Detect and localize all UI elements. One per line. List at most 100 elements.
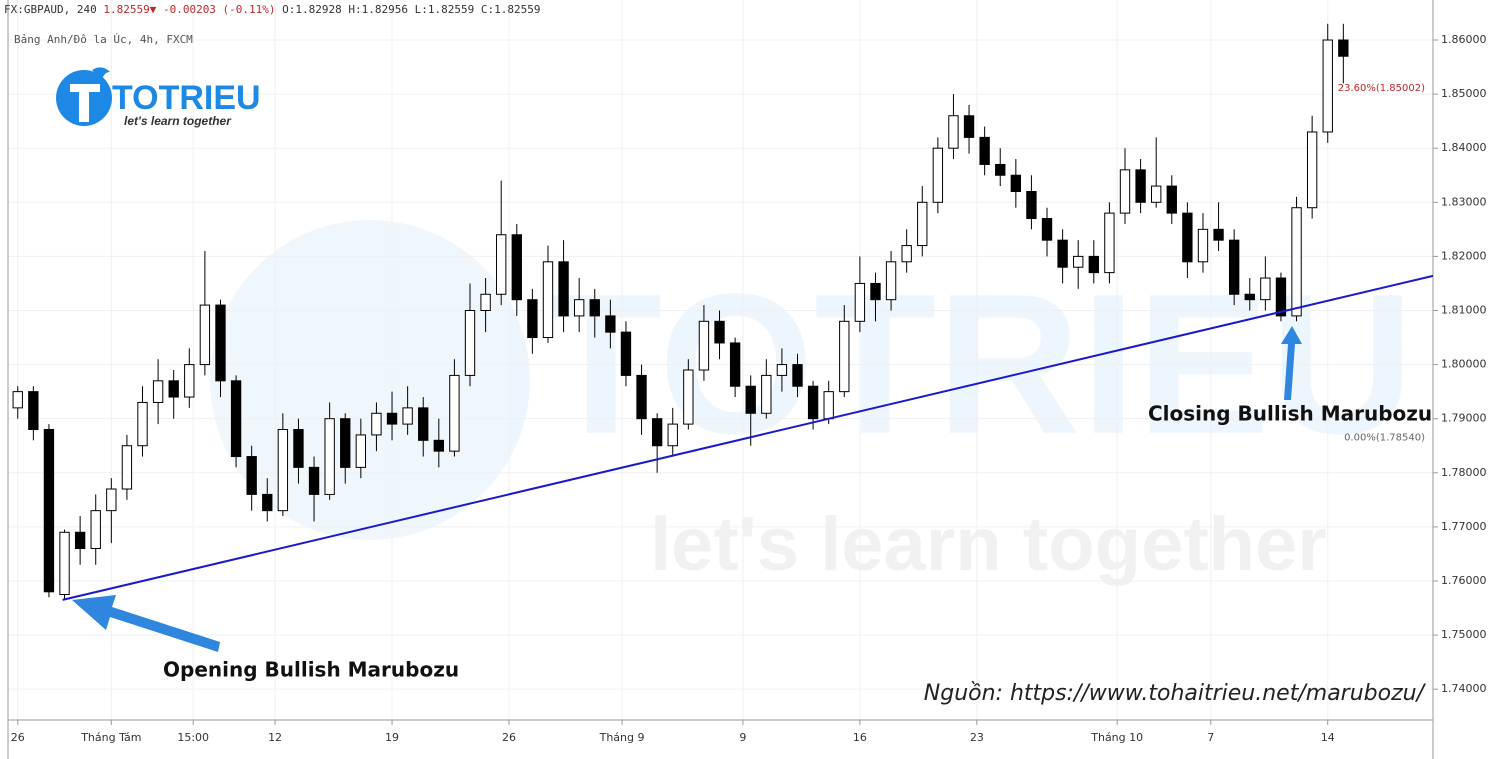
- candle-body: [527, 299, 538, 339]
- candle-body: [1151, 185, 1162, 203]
- candle-body: [1291, 207, 1302, 317]
- header-symbol: FX:GBPAUD, 240 1.82559▼ -0.00203 (-0.11%…: [4, 3, 540, 16]
- candle-body: [667, 423, 678, 447]
- x-tick-label: 7: [1207, 731, 1214, 744]
- candle-body: [698, 320, 710, 371]
- x-tick-label: 14: [1321, 731, 1335, 744]
- candle-body: [979, 136, 990, 165]
- annotation-closing: Closing Bullish Marubozu: [1148, 402, 1432, 426]
- x-tick-label: 19: [385, 731, 399, 744]
- y-tick-label: 1.75000: [1441, 628, 1487, 641]
- candle-body: [511, 234, 522, 301]
- candle-body: [1010, 174, 1022, 192]
- candle-body: [1197, 228, 1209, 263]
- y-tick-label: 1.86000: [1441, 33, 1487, 46]
- candle-body: [1073, 255, 1084, 268]
- fib-label: 23.60%(1.85002): [1338, 83, 1425, 94]
- candle-body: [558, 261, 569, 317]
- candle-body: [776, 364, 788, 376]
- y-tick-label: 1.77000: [1441, 520, 1487, 533]
- candle-body: [1228, 239, 1240, 295]
- candle-body: [729, 342, 741, 387]
- candle-body: [901, 245, 912, 263]
- chart-subtitle: Bảng Anh/Đô la Úc, 4h, FXCM: [14, 33, 193, 46]
- candle-body: [418, 407, 429, 441]
- candle-body: [651, 418, 663, 447]
- candle-body: [168, 380, 179, 398]
- candle-body: [573, 299, 585, 317]
- x-tick-label: 23: [970, 731, 984, 744]
- x-tick-label: 16: [853, 731, 867, 744]
- candle-body: [1322, 39, 1333, 133]
- candle-body: [215, 304, 226, 382]
- candle-body: [184, 364, 195, 398]
- logo: TOTRIEU let's learn together: [56, 67, 261, 128]
- candle-body: [1057, 239, 1068, 268]
- x-tick-label: 26: [502, 731, 516, 744]
- candle-body: [43, 429, 55, 593]
- logo-tagline: let's learn together: [124, 114, 232, 128]
- candle-body: [1275, 277, 1287, 317]
- candle-body: [449, 374, 460, 452]
- candle-body: [932, 147, 944, 203]
- candle-body: [839, 320, 850, 393]
- candle-body: [262, 493, 273, 512]
- candle-body: [59, 531, 70, 595]
- candle-body: [1166, 185, 1177, 214]
- y-tick-label: 1.82000: [1441, 249, 1487, 262]
- candle-body: [199, 304, 211, 366]
- candle-body: [605, 315, 616, 333]
- x-tick-label: Tháng 9: [599, 731, 645, 744]
- y-tick-label: 1.74000: [1441, 682, 1487, 695]
- candle-body: [1088, 255, 1099, 274]
- candle-body: [106, 488, 117, 512]
- watermark-icon: [210, 220, 530, 540]
- candle-body: [1041, 218, 1053, 241]
- candle-body: [152, 380, 164, 403]
- candle-body: [90, 510, 101, 550]
- x-tick-label: 12: [268, 731, 282, 744]
- candle-body: [870, 282, 881, 301]
- candle-body: [995, 163, 1006, 176]
- y-tick-label: 1.80000: [1441, 358, 1487, 371]
- trendline: [62, 274, 1434, 601]
- candle-body: [683, 369, 694, 425]
- fib-label: 0.00%(1.78540): [1344, 433, 1425, 444]
- logo-flame: [92, 67, 110, 80]
- source-note: Nguồn: https://www.tohaitrieu.net/marubo…: [924, 681, 1427, 706]
- candle-body: [542, 261, 554, 339]
- x-tick-label: Tháng Tám: [80, 731, 141, 744]
- x-tick-label: 26: [11, 731, 25, 744]
- logo-name: TOTRIEU: [112, 79, 261, 117]
- candle-body: [308, 466, 320, 495]
- candle-body: [121, 445, 133, 490]
- annotation-opening: Opening Bullish Marubozu: [163, 658, 459, 682]
- candle-body: [1306, 131, 1318, 209]
- candle-body: [761, 374, 772, 414]
- candle-body: [745, 385, 756, 414]
- watermark-tagline: let's learn together: [650, 502, 1327, 587]
- candle-body: [1135, 169, 1146, 203]
- candle-body: [917, 201, 928, 247]
- candle-body: [1244, 293, 1255, 301]
- candles: [12, 23, 1349, 600]
- candle-body: [823, 391, 834, 420]
- candle-body: [28, 391, 39, 431]
- candle-body: [246, 456, 257, 495]
- candle-body: [433, 439, 444, 452]
- candle-body: [948, 115, 959, 149]
- y-tick-label: 1.85000: [1441, 87, 1487, 100]
- x-tick-label: Tháng 10: [1090, 731, 1143, 744]
- candle-body: [464, 309, 476, 376]
- candle-body: [1119, 169, 1131, 214]
- candle-body: [807, 385, 819, 420]
- candle-body: [885, 261, 897, 301]
- candle-body: [792, 364, 803, 387]
- candle-body: [340, 418, 351, 468]
- y-tick-label: 1.81000: [1441, 303, 1487, 316]
- y-tick-label: 1.83000: [1441, 195, 1487, 208]
- x-tick-label: 9: [739, 731, 746, 744]
- header: FX:GBPAUD, 240 1.82559▼ -0.00203 (-0.11%…: [4, 3, 540, 46]
- candle-body: [496, 234, 507, 295]
